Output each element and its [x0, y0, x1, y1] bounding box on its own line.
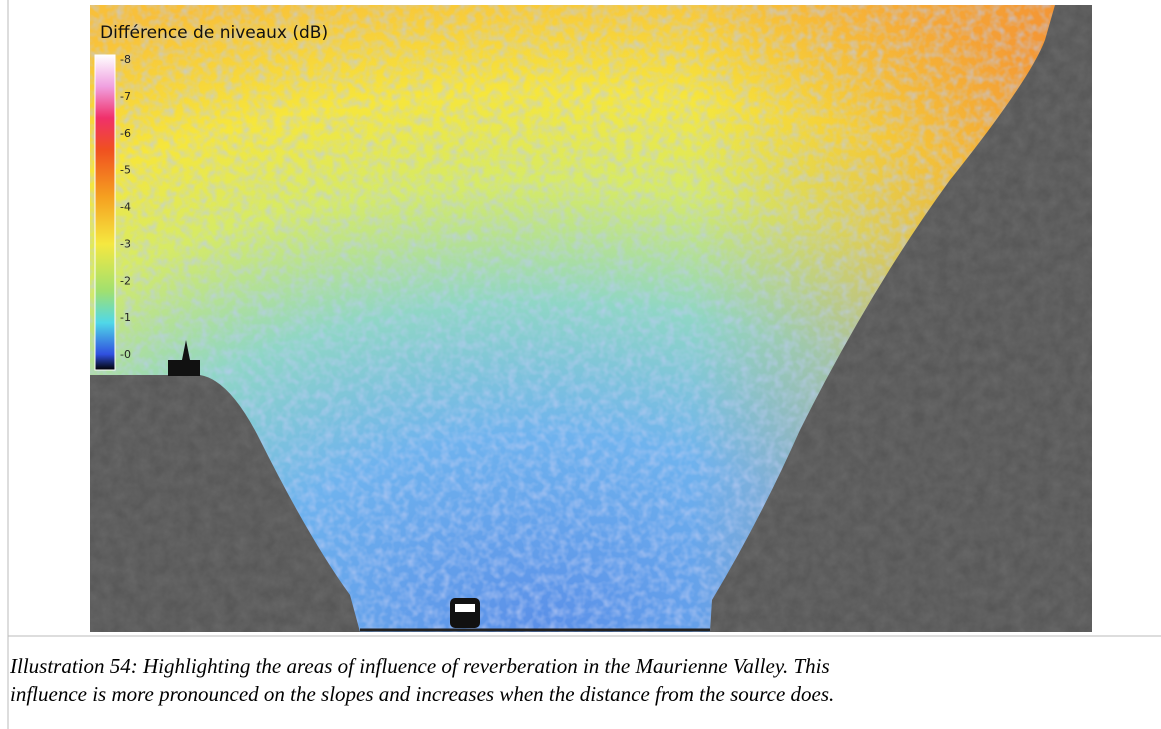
colorbar-tick-label: -0: [120, 348, 131, 361]
train-icon: [450, 598, 480, 628]
church-icon: [168, 340, 200, 376]
colorbar-ticks: -8 -7 -6 -5 -4 -3 -2 -1 -0: [120, 53, 131, 361]
colorbar-tick-label: -7: [120, 90, 131, 103]
caption-line: influence is more pronounced on the slop…: [10, 682, 834, 706]
colorbar-tick-label: -6: [120, 127, 131, 140]
colorbar-tick-label: -8: [120, 53, 131, 66]
colorbar-tick-label: -2: [120, 274, 131, 287]
colorbar-tick-label: -3: [120, 237, 131, 250]
colorbar-tick-label: -5: [120, 164, 131, 177]
colorbar: [94, 54, 116, 371]
caption-line: Illustration 54: Highlighting the areas …: [9, 654, 830, 678]
colorbar-tick-label: -4: [120, 201, 131, 214]
colorbar-tick-label: -1: [120, 311, 131, 324]
legend-title: Différence de niveaux (dB): [100, 23, 328, 43]
